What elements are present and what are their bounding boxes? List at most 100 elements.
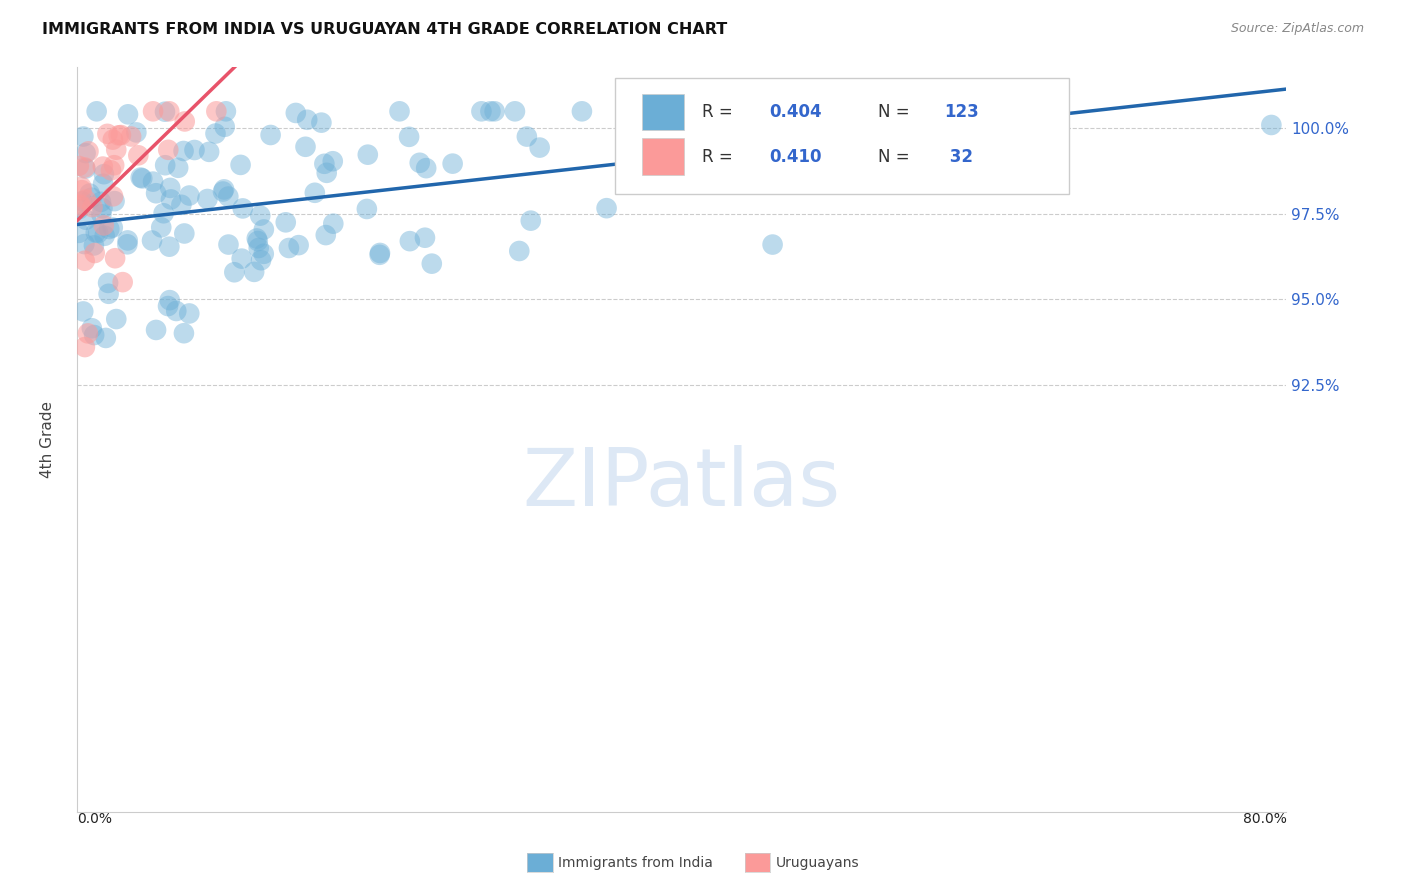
Point <box>232 202 254 216</box>
Point <box>73 253 96 268</box>
Point <box>218 237 240 252</box>
Point <box>101 220 124 235</box>
Point <box>413 231 436 245</box>
Point <box>70 194 93 209</box>
Point <box>80 191 103 205</box>
Text: 123: 123 <box>945 103 979 121</box>
Point <box>160 193 183 207</box>
FancyBboxPatch shape <box>616 78 1069 194</box>
Point <box>167 161 190 175</box>
Point <box>91 160 114 174</box>
Point <box>117 107 139 121</box>
Point <box>249 209 271 223</box>
Point <box>75 212 97 227</box>
Text: 4th Grade: 4th Grade <box>39 401 55 478</box>
Point <box>198 145 221 159</box>
Point <box>420 257 443 271</box>
Point <box>284 106 307 120</box>
Point <box>110 128 132 142</box>
Point <box>409 155 432 169</box>
Point <box>173 227 195 241</box>
Point <box>97 276 120 290</box>
Point <box>595 201 617 215</box>
Text: 80.0%: 80.0% <box>1243 812 1286 826</box>
Text: IMMIGRANTS FROM INDIA VS URUGUAYAN 4TH GRADE CORRELATION CHART: IMMIGRANTS FROM INDIA VS URUGUAYAN 4TH G… <box>42 22 727 37</box>
Point <box>179 306 201 320</box>
Point <box>73 237 96 252</box>
Point <box>204 127 226 141</box>
Text: R =: R = <box>703 103 738 121</box>
Point <box>75 146 97 161</box>
Point <box>470 104 492 119</box>
Point <box>197 192 219 206</box>
Point <box>67 159 90 173</box>
Point <box>217 189 239 203</box>
Text: ZIPatlas: ZIPatlas <box>523 445 841 523</box>
Text: Immigrants from India: Immigrants from India <box>558 855 713 870</box>
Point <box>72 129 94 144</box>
Text: 32: 32 <box>945 148 973 166</box>
Point <box>98 222 121 236</box>
Point <box>77 145 100 159</box>
Bar <box>643 94 685 130</box>
Point <box>900 104 922 119</box>
Point <box>153 104 176 119</box>
Point <box>84 226 107 240</box>
Point <box>93 228 115 243</box>
Point <box>117 234 139 248</box>
Point <box>145 186 167 201</box>
Point <box>314 157 336 171</box>
Point <box>159 181 181 195</box>
Point <box>150 220 173 235</box>
Point <box>183 143 205 157</box>
Point <box>145 323 167 337</box>
Point <box>125 125 148 139</box>
Point <box>70 179 93 194</box>
Point <box>212 182 235 196</box>
Point <box>939 104 962 119</box>
Point <box>80 321 103 335</box>
Point <box>179 188 201 202</box>
Point <box>90 207 112 221</box>
Point <box>103 194 125 208</box>
Point <box>250 253 273 268</box>
Point <box>69 197 91 211</box>
Point <box>131 171 153 186</box>
Point <box>90 194 112 209</box>
Point <box>967 104 990 119</box>
Point <box>127 148 149 162</box>
Point <box>1005 145 1028 159</box>
Point <box>104 251 127 265</box>
Point <box>141 234 163 248</box>
Point <box>91 177 114 191</box>
Point <box>117 237 139 252</box>
Point <box>368 246 391 260</box>
Point <box>508 244 530 258</box>
Bar <box>643 138 685 175</box>
Point <box>170 198 193 212</box>
Point <box>94 331 117 345</box>
Point <box>253 222 276 236</box>
Point <box>520 213 543 227</box>
Point <box>107 128 129 143</box>
Point <box>153 158 176 172</box>
Point <box>441 156 464 170</box>
Point <box>157 104 180 119</box>
Point <box>100 163 122 178</box>
Point <box>96 127 118 141</box>
Point <box>484 104 506 119</box>
Point <box>157 143 180 157</box>
Point <box>67 226 90 240</box>
Point <box>205 104 228 119</box>
Point <box>215 104 238 119</box>
Point <box>73 161 96 175</box>
Point <box>105 312 128 326</box>
Text: Uruguayans: Uruguayans <box>776 855 859 870</box>
Point <box>294 140 316 154</box>
Point <box>503 104 526 119</box>
Text: N =: N = <box>877 103 915 121</box>
Point <box>101 189 124 203</box>
Point <box>75 193 97 207</box>
Point <box>315 228 337 243</box>
Point <box>295 112 318 127</box>
